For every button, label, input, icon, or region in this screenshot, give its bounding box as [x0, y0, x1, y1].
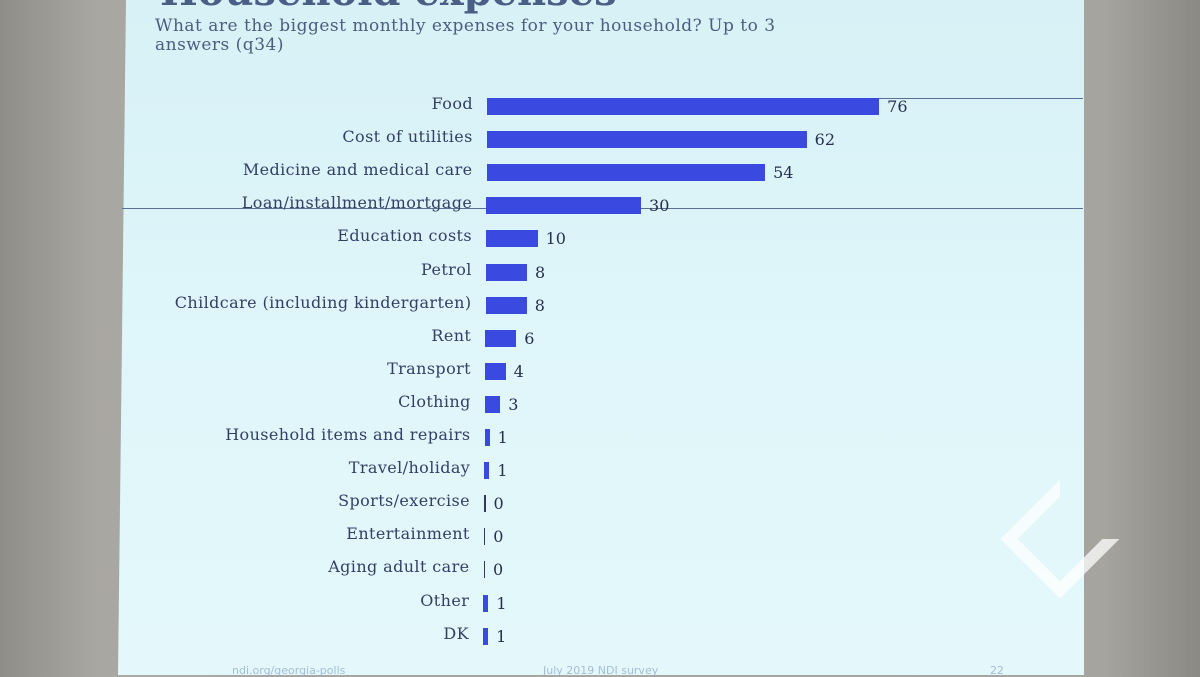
category-label: Education costs [337, 226, 472, 246]
bar [486, 230, 538, 248]
value-label: 62 [814, 130, 836, 150]
footer-source: ndi.org/georgia-polls [232, 664, 346, 677]
value-label: 30 [649, 196, 670, 216]
bar [485, 362, 506, 380]
footer-survey: July 2019 NDI survey [543, 664, 659, 677]
category-label: Travel/holiday [348, 458, 471, 478]
value-label: 76 [887, 97, 908, 116]
category-label: Household items and repairs [225, 425, 471, 444]
category-label: Food [431, 94, 473, 113]
bar [486, 131, 807, 149]
category-label: Other [420, 590, 470, 610]
bar [483, 594, 489, 612]
value-label: 8 [535, 262, 546, 282]
category-label: Loan/installment/mortgage [241, 193, 473, 213]
slide-subtitle: What are the biggest monthly expenses fo… [155, 16, 776, 55]
value-label: 6 [524, 328, 535, 348]
bar [485, 296, 527, 314]
bar [484, 395, 501, 413]
bar [483, 627, 489, 645]
category-label: Petrol [421, 259, 472, 279]
category-label: DK [443, 623, 469, 643]
bar [483, 528, 486, 546]
value-label: 8 [534, 295, 545, 315]
bar [484, 429, 490, 446]
value-label: 0 [493, 560, 504, 580]
bar [484, 462, 490, 480]
value-label: 10 [545, 229, 566, 249]
value-label: 1 [497, 428, 508, 447]
bar [486, 164, 766, 182]
bar [485, 329, 517, 347]
footer-page-number: 22 [990, 664, 1004, 677]
value-label: 0 [493, 494, 504, 514]
value-label: 1 [497, 461, 508, 481]
bar [483, 561, 485, 579]
slide-title: Household expenses [160, 0, 617, 15]
bar [484, 495, 486, 513]
value-label: 54 [773, 163, 794, 183]
value-label: 0 [493, 527, 504, 547]
category-label: Sports/exercise [338, 491, 470, 511]
bar [486, 197, 642, 215]
bar [485, 263, 528, 281]
category-label: Transport [387, 358, 471, 378]
value-label: 1 [496, 593, 507, 613]
category-label: Aging adult care [328, 557, 470, 577]
category-label: Cost of utilities [342, 127, 473, 147]
value-label: 3 [508, 394, 519, 414]
category-label: Rent [431, 325, 472, 345]
category-label: Entertainment [346, 524, 470, 544]
category-label: Medicine and medical care [242, 160, 473, 180]
bar [487, 98, 880, 115]
category-label: Childcare (including kindergarten) [174, 292, 472, 312]
value-label: 4 [513, 361, 524, 381]
category-label: Clothing [398, 391, 471, 411]
value-label: 1 [496, 626, 507, 646]
